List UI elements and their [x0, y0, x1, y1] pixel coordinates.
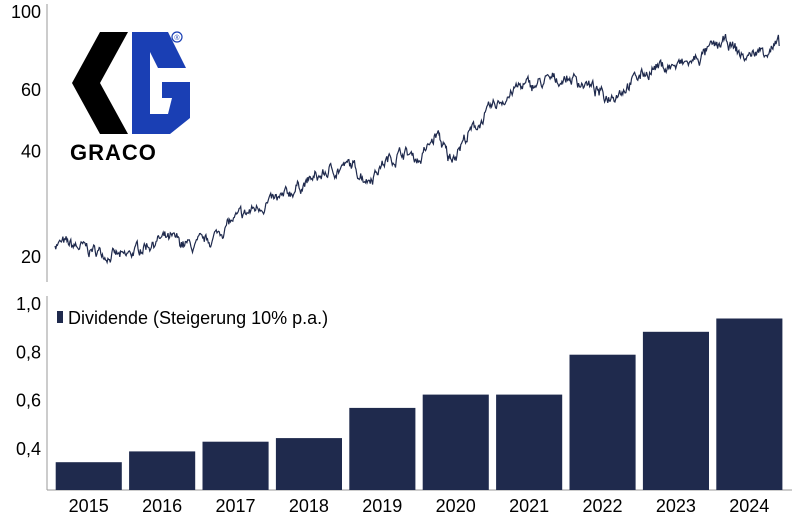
dividend-bar: [55, 462, 122, 490]
logo-blue-g: [132, 32, 190, 134]
legend: Dividende (Steigerung 10% p.a.): [57, 308, 328, 328]
legend-swatch: [57, 311, 63, 323]
bar-chart-y-ticks: 0,4 0,6 0,8 1,0: [16, 294, 41, 459]
price-line-chart: 20 40 60 100: [11, 2, 780, 282]
dividend-bar: [422, 394, 489, 490]
bar-y-tick-label: 0,4: [16, 439, 41, 459]
bar-x-tick-label: 2023: [656, 496, 696, 516]
dividend-bar: [349, 407, 416, 490]
bar-x-tick-label: 2024: [729, 496, 769, 516]
line-y-tick-label: 20: [21, 247, 41, 267]
dividend-bar: [642, 331, 709, 490]
bar-x-tick-label: 2015: [69, 496, 109, 516]
logo-black-chevron: [72, 32, 128, 134]
graco-logo: ® GRACO: [70, 31, 190, 165]
bar-x-tick-label: 2016: [142, 496, 182, 516]
registered-mark-icon: [171, 31, 183, 43]
line-chart-y-ticks: 20 40 60 100: [11, 2, 41, 267]
bar-y-tick-label: 0,6: [16, 391, 41, 411]
bar-x-tick-label: 2022: [582, 496, 622, 516]
registered-mark: ®: [174, 34, 180, 42]
dividend-bar: [202, 441, 269, 490]
bar-y-tick-label: 1,0: [16, 294, 41, 314]
dividend-bar: [496, 394, 563, 490]
line-y-tick-label: 40: [21, 142, 41, 162]
dividend-bar-chart: 0,4 0,6 0,8 1,0 2015 2016 2017 2018 2019 2020 202…: [16, 294, 792, 516]
bar-chart-x-ticks: 2015 2016 2017 2018 2019 2020 2021 2022 2023 2024: [69, 496, 770, 516]
bar-y-tick-label: 0,8: [16, 342, 41, 362]
bar-x-tick-label: 2017: [215, 496, 255, 516]
legend-label: Dividende (Steigerung 10% p.a.): [68, 308, 328, 328]
bar-x-tick-label: 2019: [362, 496, 402, 516]
bar-x-tick-label: 2018: [289, 496, 329, 516]
line-y-tick-label: 100: [11, 2, 41, 22]
bar-x-tick-label: 2020: [436, 496, 476, 516]
bar-x-tick-label: 2021: [509, 496, 549, 516]
logo-wordmark: GRACO: [70, 140, 157, 165]
line-y-tick-label: 60: [21, 80, 41, 100]
dividend-bar: [716, 318, 783, 490]
dividend-bar: [569, 354, 636, 490]
dividend-bars: [55, 318, 783, 490]
dividend-bar: [275, 438, 342, 490]
price-series-line: [54, 33, 780, 265]
dividend-bar: [129, 451, 196, 490]
